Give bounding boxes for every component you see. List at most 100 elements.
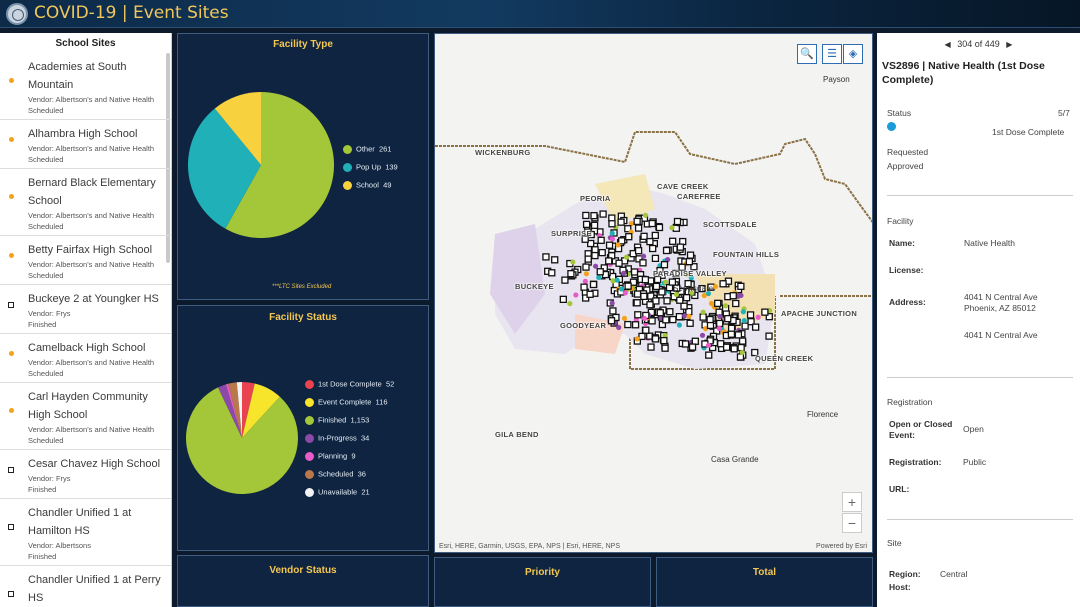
site-marker[interactable] xyxy=(581,235,589,243)
site-marker[interactable] xyxy=(641,315,648,322)
list-item[interactable]: Chandler Unified 1 at PerryHSVendor: Fry… xyxy=(0,566,171,607)
pie-slice[interactable] xyxy=(242,382,255,438)
site-marker[interactable] xyxy=(727,330,736,338)
legend-item[interactable]: Event Complete 116 xyxy=(305,397,388,407)
site-marker[interactable] xyxy=(542,253,550,261)
site-marker[interactable] xyxy=(662,332,668,338)
site-marker[interactable] xyxy=(619,286,625,292)
list-item[interactable]: Bernard Black Elementary School Vendor: Al… xyxy=(0,169,171,236)
site-marker[interactable] xyxy=(751,348,759,357)
site-marker[interactable] xyxy=(675,313,684,321)
search-button[interactable]: 🔍 xyxy=(797,44,817,64)
site-marker[interactable] xyxy=(640,232,648,240)
list-item[interactable]: Cesar Chavez High School Vendor: Frys Fini… xyxy=(0,450,171,499)
site-marker[interactable] xyxy=(548,269,556,277)
pie-slice[interactable] xyxy=(228,382,242,438)
site-marker[interactable] xyxy=(669,225,675,231)
site-marker[interactable] xyxy=(598,248,606,257)
site-marker[interactable] xyxy=(647,292,655,300)
site-marker[interactable] xyxy=(706,321,715,330)
site-marker[interactable] xyxy=(570,259,576,265)
site-marker[interactable] xyxy=(651,254,660,263)
site-marker[interactable] xyxy=(738,337,747,345)
site-marker[interactable] xyxy=(688,290,695,296)
site-marker[interactable] xyxy=(729,292,737,300)
site-marker[interactable] xyxy=(582,278,588,284)
site-marker[interactable] xyxy=(651,335,660,343)
site-marker[interactable] xyxy=(746,311,755,319)
site-marker[interactable] xyxy=(719,280,727,288)
legend-item[interactable]: Other 261 xyxy=(343,144,391,154)
site-marker[interactable] xyxy=(596,274,602,281)
site-marker[interactable] xyxy=(686,313,692,319)
site-marker[interactable] xyxy=(688,275,694,281)
map-view[interactable]: 🔍 ☰ ◈ Payson Florence Casa Grande WICKEN… xyxy=(434,33,873,553)
site-marker[interactable] xyxy=(567,270,575,278)
site-marker[interactable] xyxy=(741,318,747,324)
list-item[interactable]: Buckeye 2 at Youngker HS Vendor: Frys Fini… xyxy=(0,285,171,334)
site-marker[interactable] xyxy=(688,343,697,351)
site-marker[interactable] xyxy=(662,246,671,255)
site-marker[interactable] xyxy=(624,225,632,233)
site-marker[interactable] xyxy=(685,258,694,266)
site-marker[interactable] xyxy=(642,326,650,334)
site-marker[interactable] xyxy=(638,332,646,341)
layers-button[interactable]: ◈ xyxy=(843,44,863,64)
site-marker[interactable] xyxy=(717,340,725,348)
site-marker[interactable] xyxy=(649,244,657,253)
site-marker[interactable] xyxy=(641,276,650,284)
site-marker[interactable] xyxy=(682,313,688,319)
site-marker[interactable] xyxy=(751,323,760,331)
site-marker[interactable] xyxy=(686,251,695,259)
site-marker[interactable] xyxy=(582,220,591,229)
site-marker[interactable] xyxy=(596,268,604,276)
site-marker[interactable] xyxy=(722,303,729,309)
map-canvas[interactable] xyxy=(435,34,873,553)
site-marker[interactable] xyxy=(652,282,661,291)
site-marker[interactable] xyxy=(591,251,599,260)
legend-item[interactable]: Planning 9 xyxy=(305,451,356,461)
site-markers[interactable] xyxy=(542,210,773,361)
powered-by-esri[interactable]: Powered by Esri xyxy=(816,543,867,550)
site-marker[interactable] xyxy=(732,299,740,308)
site-marker[interactable] xyxy=(600,264,608,272)
site-marker[interactable] xyxy=(705,342,712,348)
list-item[interactable]: Academies at South Mountain Vendor: Albert… xyxy=(0,53,171,120)
site-marker[interactable] xyxy=(592,263,599,269)
site-marker[interactable] xyxy=(684,280,692,288)
pie-slice[interactable] xyxy=(186,387,298,494)
site-marker[interactable] xyxy=(682,294,691,302)
site-marker[interactable] xyxy=(686,319,694,327)
site-marker[interactable] xyxy=(607,317,616,325)
site-marker[interactable] xyxy=(699,332,706,338)
site-marker[interactable] xyxy=(634,224,643,232)
site-marker[interactable] xyxy=(673,284,681,292)
pie-slice[interactable] xyxy=(218,384,242,438)
site-marker[interactable] xyxy=(727,324,736,332)
site-marker[interactable] xyxy=(609,236,616,242)
site-marker[interactable] xyxy=(628,221,634,227)
site-marker[interactable] xyxy=(640,253,647,259)
list-item[interactable]: Betty Fairfax High School Vendor: Alberts… xyxy=(0,236,171,285)
site-marker[interactable] xyxy=(666,308,674,316)
site-marker[interactable] xyxy=(655,223,664,232)
site-marker[interactable] xyxy=(661,344,669,352)
site-marker[interactable] xyxy=(634,311,642,319)
site-marker[interactable] xyxy=(705,351,713,359)
site-marker[interactable] xyxy=(582,211,590,220)
site-marker[interactable] xyxy=(589,280,598,289)
site-marker[interactable] xyxy=(683,271,690,277)
site-marker[interactable] xyxy=(716,325,722,331)
site-marker[interactable] xyxy=(615,259,623,267)
site-marker[interactable] xyxy=(765,332,773,340)
site-marker[interactable] xyxy=(680,302,688,310)
site-marker[interactable] xyxy=(630,268,639,276)
site-marker[interactable] xyxy=(584,255,592,263)
site-marker[interactable] xyxy=(633,317,639,323)
site-marker[interactable] xyxy=(634,247,643,255)
site-marker[interactable] xyxy=(658,288,666,296)
site-marker[interactable] xyxy=(714,299,722,308)
site-marker[interactable] xyxy=(673,291,680,298)
site-marker[interactable] xyxy=(573,292,579,298)
site-marker[interactable] xyxy=(717,313,723,320)
